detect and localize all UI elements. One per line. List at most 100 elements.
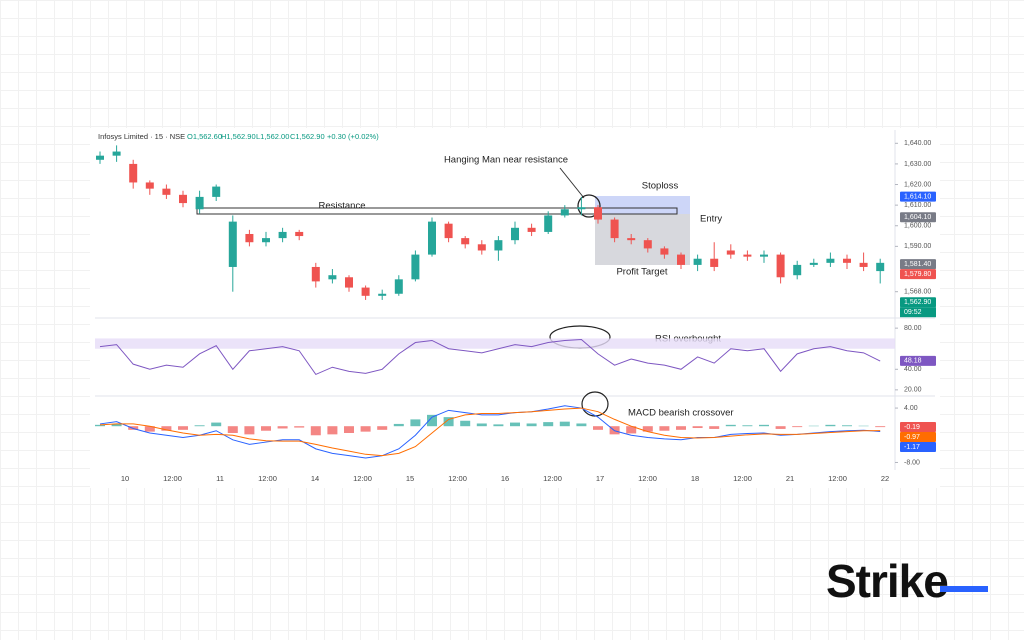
candle-body: [793, 264, 802, 276]
price-badge: [900, 269, 936, 280]
candle-body: [311, 266, 320, 282]
annotation: Stoploss: [642, 181, 679, 192]
histogram-bar: [111, 423, 122, 427]
candle-body: [461, 238, 470, 245]
histogram-bar: [692, 426, 703, 429]
histogram-bar: [825, 424, 836, 427]
histogram-bar: [759, 424, 769, 427]
x-tick-label: 12:00: [258, 474, 277, 483]
candle-body: [195, 196, 204, 210]
candle-body: [677, 254, 685, 265]
candle-body: [544, 215, 553, 232]
candle-body: [262, 238, 270, 243]
histogram-bar: [244, 426, 255, 435]
histogram-bar: [792, 426, 803, 428]
price-badge: [900, 191, 936, 202]
candle-body: [494, 240, 503, 251]
ohlc-high: H1,562.90: [221, 132, 256, 141]
candle-body: [411, 254, 420, 280]
candle-body: [527, 227, 536, 232]
histogram-bar: [775, 426, 786, 429]
ohlc-close: C1,562.90: [290, 132, 325, 141]
price-badge-label: 1,581.40: [904, 261, 931, 268]
candle-body: [477, 244, 486, 251]
x-tick-label: 12:00: [448, 474, 467, 483]
candle-body: [826, 258, 835, 263]
histogram-bar: [277, 426, 288, 429]
logo-accent: [940, 586, 988, 592]
histogram-bar: [410, 419, 421, 427]
histogram-bar: [476, 423, 487, 427]
annotation: Profit Target: [616, 267, 667, 278]
candle-body: [693, 258, 702, 265]
rsi-line: [99, 338, 881, 376]
target-zone: [595, 214, 690, 265]
histogram-bar: [194, 425, 205, 427]
candle-body: [710, 258, 719, 267]
candle-body: [245, 233, 254, 243]
candle-body: [361, 287, 370, 296]
histogram-bar: [95, 424, 105, 427]
candle-body: [776, 254, 785, 278]
y-tick-label: 4.00: [904, 405, 918, 412]
candle-body: [394, 279, 403, 294]
histogram-bar: [659, 426, 670, 431]
histogram-bar: [725, 424, 736, 427]
candle-body: [726, 250, 735, 255]
price-badge-label: 48.18: [904, 358, 922, 365]
price-badge-label: -0.97: [904, 434, 920, 441]
candle-body: [643, 240, 652, 249]
candle-body: [228, 221, 237, 267]
price-badge: [900, 355, 936, 366]
histogram-bar: [393, 423, 404, 427]
histogram-bar: [526, 423, 537, 427]
histogram-bar: [676, 426, 686, 430]
stoploss-zone: [595, 196, 690, 214]
candle-body: [162, 188, 171, 195]
histogram-bar: [576, 423, 587, 427]
annotation: Hanging Man near resistance: [444, 155, 568, 166]
price-badge-label: -0.19: [904, 424, 920, 431]
x-tick-label: 12:00: [733, 474, 752, 483]
y-tick-label: 1,568.00: [904, 289, 931, 296]
annotation: MACD bearish crossover: [628, 408, 734, 419]
candle-body: [511, 227, 519, 241]
histogram-bar: [327, 426, 338, 435]
histogram-bar: [709, 426, 720, 429]
highlight-circle: [577, 194, 601, 218]
histogram-bar: [642, 426, 653, 432]
logo: Strike: [826, 555, 948, 607]
y-tick-label: 80.00: [904, 325, 922, 332]
x-tick-label: 10: [121, 474, 129, 483]
ohlc-low: L1,562.00: [256, 132, 289, 141]
x-tick-label: 15: [406, 474, 414, 483]
countdown: 09:52: [904, 309, 922, 316]
candle-body: [577, 207, 586, 210]
candle-body: [859, 262, 868, 267]
symbol: Infosys Limited · 15 · NSE: [98, 132, 185, 141]
histogram-bar: [178, 426, 188, 430]
candle-body: [212, 186, 221, 197]
histogram-bar: [543, 422, 554, 427]
candle-body: [328, 275, 337, 280]
x-tick-label: 17: [596, 474, 604, 483]
x-tick-label: 14: [311, 474, 319, 483]
candle-body: [610, 219, 619, 239]
price-badge-label: 1,614.10: [904, 194, 931, 201]
macd-line: [99, 405, 881, 459]
x-tick-label: 11: [216, 474, 224, 483]
histogram-bar: [310, 426, 321, 436]
y-tick-label: 1,620.00: [904, 181, 931, 188]
histogram-bar: [344, 426, 354, 433]
candle-body: [594, 207, 602, 220]
histogram-bar: [443, 417, 454, 427]
histogram-bar: [161, 426, 172, 431]
y-tick-label: 1,640.00: [904, 140, 931, 147]
candle-body: [378, 293, 387, 296]
price-badge-label: -1.17: [904, 444, 920, 451]
histogram-bar: [742, 425, 753, 427]
price-badge: [900, 432, 936, 443]
candle-body: [145, 182, 154, 189]
x-tick-label: 16: [501, 474, 509, 483]
